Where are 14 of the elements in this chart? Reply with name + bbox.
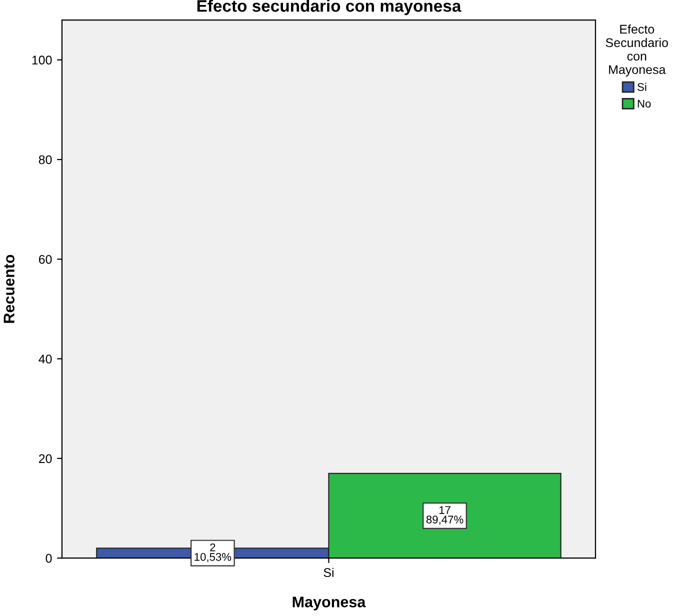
x-axis-title: Mayonesa xyxy=(292,596,366,610)
y-tick-label: 0 xyxy=(46,554,52,563)
y-tick-label: 60 xyxy=(38,254,52,264)
y-axis-title: Recuento xyxy=(4,254,14,323)
y-tick-label: 80 xyxy=(38,155,52,164)
y-tick-label: 100 xyxy=(32,56,52,65)
legend-label: No xyxy=(638,100,651,108)
data-label: 2 10,53% xyxy=(194,543,232,562)
y-tick-label: 20 xyxy=(38,454,52,464)
legend-label: Si xyxy=(638,82,646,91)
legend-title: Efecto Secundario con Mayonesa xyxy=(606,24,668,77)
chart-title: Efecto secundario con mayonesa xyxy=(197,0,462,16)
y-tick-label: 40 xyxy=(38,354,52,364)
data-label: 17 89,47% xyxy=(426,506,464,525)
